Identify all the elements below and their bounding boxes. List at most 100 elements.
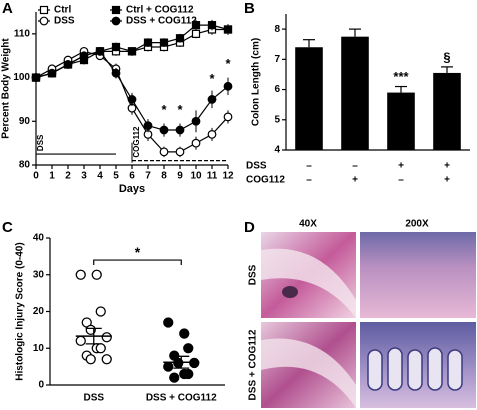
x-tick-label: 2 bbox=[65, 171, 71, 182]
bar bbox=[433, 72, 461, 150]
point bbox=[91, 269, 102, 280]
marker bbox=[111, 16, 121, 26]
significance-bracket bbox=[93, 259, 182, 266]
treatment-label: COG112 bbox=[246, 175, 285, 186]
annotation: § bbox=[443, 49, 450, 64]
panel-d: D 40X 200X DSS DSS + COG112 bbox=[244, 219, 476, 408]
y-tick-label: 5 bbox=[274, 114, 280, 125]
marker bbox=[191, 21, 201, 30]
marker bbox=[191, 116, 201, 126]
point bbox=[95, 306, 106, 317]
marker bbox=[191, 29, 201, 38]
column-label: 200X bbox=[405, 219, 429, 230]
marker bbox=[111, 5, 121, 15]
point bbox=[75, 335, 86, 347]
tissue-fold bbox=[261, 248, 356, 318]
marker bbox=[39, 16, 49, 26]
treatment-sign: – bbox=[352, 161, 358, 172]
marker bbox=[143, 38, 153, 47]
x-tick-label: 3 bbox=[81, 171, 87, 182]
panel-label: A bbox=[2, 0, 13, 17]
marker bbox=[223, 25, 233, 34]
x-tick-label: 8 bbox=[161, 171, 167, 182]
bar bbox=[341, 36, 369, 150]
x-tick-label: 5 bbox=[113, 171, 119, 182]
y-axis-title: Percent Body Weight bbox=[1, 38, 12, 139]
y-tick-label: 8 bbox=[274, 24, 280, 35]
legend-label: Ctrl bbox=[54, 5, 71, 16]
point bbox=[101, 332, 112, 343]
y-tick-label: 90 bbox=[19, 116, 31, 127]
annotation: * bbox=[209, 71, 215, 86]
x-tick-label: DSS bbox=[83, 393, 104, 404]
marker bbox=[175, 147, 185, 157]
legend-label: DSS bbox=[54, 16, 75, 27]
y-tick-label: 30 bbox=[33, 269, 45, 280]
y-tick-label: 0 bbox=[38, 380, 44, 391]
x-tick-label: 7 bbox=[145, 171, 151, 182]
y-tick-label: 10 bbox=[33, 343, 45, 354]
x-tick-label: 12 bbox=[222, 171, 234, 182]
y-axis-title: Colon Length (cm) bbox=[251, 38, 262, 126]
marker bbox=[223, 112, 233, 122]
point bbox=[85, 324, 96, 336]
marker bbox=[127, 47, 137, 56]
x-tick-label: DSS + COG112 bbox=[146, 393, 217, 404]
x-tick-label: 6 bbox=[129, 171, 135, 182]
annotation: * bbox=[225, 56, 231, 71]
y-tick-label: 40 bbox=[33, 233, 45, 244]
marker bbox=[159, 147, 169, 157]
tissue-fold bbox=[261, 338, 356, 408]
treatment-sign: + bbox=[444, 175, 450, 186]
point bbox=[163, 317, 174, 328]
y-tick-label: 110 bbox=[14, 28, 31, 39]
point bbox=[75, 269, 86, 280]
marker bbox=[79, 51, 89, 61]
marker bbox=[143, 121, 153, 131]
treatment-sign: – bbox=[306, 161, 312, 172]
column-label: 40X bbox=[299, 219, 317, 230]
marker bbox=[111, 42, 121, 52]
annotation: *** bbox=[393, 69, 409, 84]
panel-label: B bbox=[244, 0, 255, 17]
x-tick-label: 9 bbox=[177, 171, 183, 182]
marker bbox=[207, 21, 217, 30]
histology-image bbox=[360, 232, 476, 318]
point bbox=[183, 343, 194, 354]
y-tick-label: 20 bbox=[33, 306, 45, 317]
row-label: DSS bbox=[248, 264, 259, 285]
marker bbox=[31, 73, 41, 82]
treatment-label: DSS bbox=[246, 161, 267, 172]
marker bbox=[159, 38, 169, 47]
point bbox=[95, 343, 106, 354]
y-tick-label: 80 bbox=[19, 160, 31, 171]
significance-label: * bbox=[135, 244, 141, 260]
marker bbox=[191, 138, 201, 148]
legend-label: DSS + COG112 bbox=[126, 16, 197, 27]
y-tick-label: 6 bbox=[274, 84, 280, 95]
row-label: DSS + COG112 bbox=[248, 329, 259, 400]
annotation: * bbox=[161, 102, 167, 117]
marker bbox=[127, 95, 137, 104]
treatment-sign: – bbox=[306, 175, 312, 186]
point bbox=[163, 361, 174, 372]
marker bbox=[39, 5, 49, 15]
legend-label: Ctrl + COG112 bbox=[126, 5, 194, 16]
marker bbox=[159, 125, 169, 135]
bar bbox=[295, 47, 323, 150]
marker bbox=[47, 68, 57, 78]
marker bbox=[223, 81, 233, 91]
treatment-sign: + bbox=[398, 161, 404, 172]
panel-label: C bbox=[2, 219, 13, 236]
marker bbox=[95, 46, 105, 56]
marker bbox=[63, 60, 73, 69]
treatment-sign: + bbox=[352, 175, 358, 186]
marker bbox=[175, 125, 185, 135]
y-tick-label: 4 bbox=[274, 145, 280, 156]
marker bbox=[111, 68, 121, 78]
marker bbox=[207, 95, 217, 104]
x-tick-label: 0 bbox=[33, 171, 39, 182]
y-axis-title: Histologic Injury Score (0-40) bbox=[15, 242, 26, 380]
point bbox=[101, 354, 112, 365]
